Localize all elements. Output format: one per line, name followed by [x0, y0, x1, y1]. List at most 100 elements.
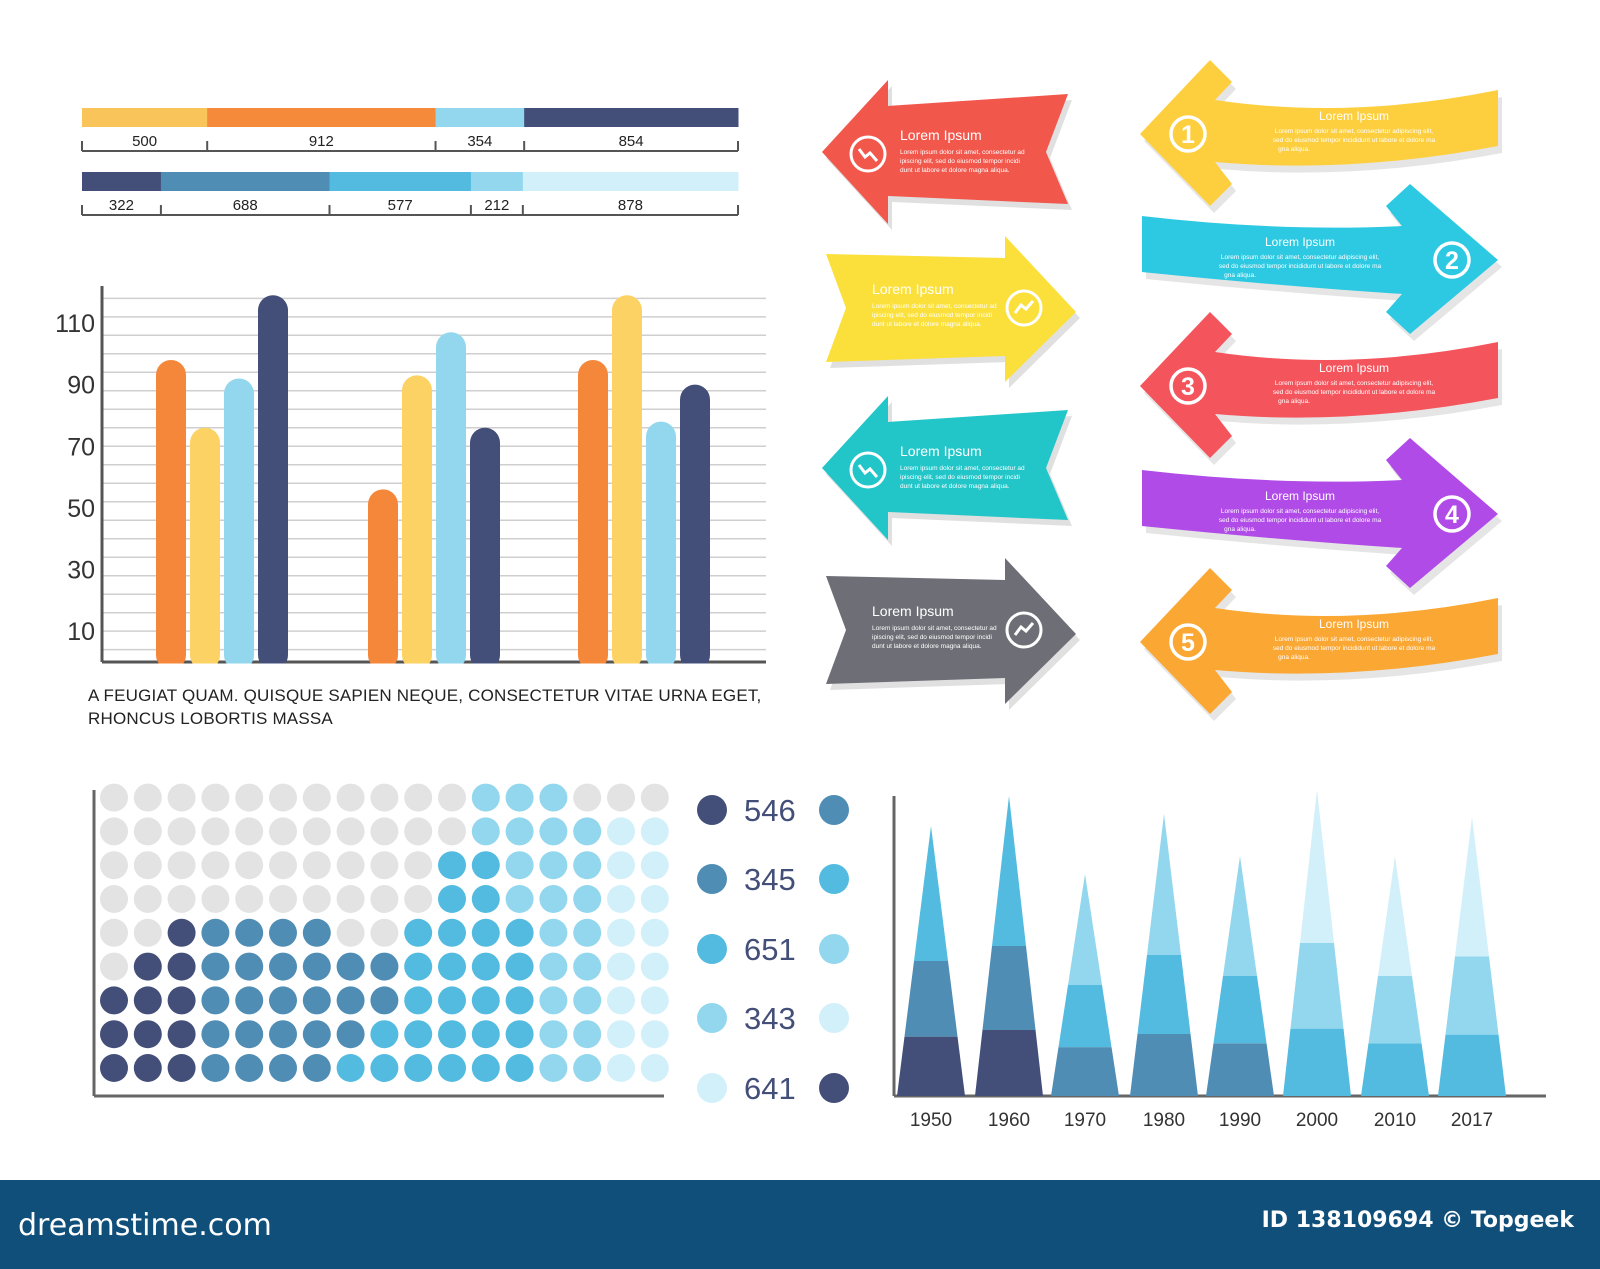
dot — [539, 783, 568, 812]
dot — [201, 783, 230, 812]
dot — [573, 817, 602, 846]
dot — [235, 918, 264, 947]
stacked-bar-segment — [470, 172, 524, 191]
dot — [336, 918, 365, 947]
icon-ring — [1005, 611, 1043, 649]
arrow-title: Lorem Ipsum — [1265, 235, 1335, 249]
dot — [438, 817, 466, 846]
arrow-column-right: 1 Lorem Ipsum Lorem ipsum dolor sit amet, … — [1140, 60, 1502, 721]
dot — [539, 885, 568, 913]
number-ring — [1169, 367, 1207, 405]
dot — [269, 885, 297, 913]
y-tick-label: 90 — [67, 372, 95, 400]
dot — [201, 986, 230, 1015]
arrow-banner-1: Lorem Ipsum Lorem ipsum dolor sit amet, c… — [822, 80, 1072, 230]
dot — [539, 918, 568, 947]
dot — [607, 952, 635, 981]
dot — [505, 918, 534, 947]
stacked-bar-value-label: 878 — [618, 197, 643, 214]
triangle-band — [1438, 1034, 1506, 1096]
stacked-bar-segment — [82, 108, 208, 127]
arrow-number: 3 — [1181, 373, 1195, 401]
arrow-body-line: Lorem ipsum dolor sit amet, consectetur … — [872, 625, 997, 632]
arrow-title: Lorem Ipsum — [1265, 489, 1335, 503]
bar — [368, 489, 398, 670]
arrow-title: Lorem Ipsum — [1319, 109, 1389, 123]
dot — [269, 817, 297, 846]
arrow-title: Lorem Ipsum — [1319, 361, 1389, 375]
dot — [133, 783, 162, 812]
triangle-2000: 2000 — [1283, 790, 1351, 1131]
arrow-body-line: dunt ut labore et dolore magna aliqua. — [872, 321, 982, 328]
legend-dot — [697, 795, 727, 825]
dot — [302, 1020, 331, 1049]
dot — [133, 1020, 162, 1049]
arrow-title: Lorem Ipsum — [872, 281, 954, 297]
legend-value: 345 — [744, 862, 796, 897]
dot — [302, 986, 331, 1015]
dot — [201, 918, 230, 947]
triangle-band — [1300, 790, 1334, 943]
grouped-bar-chart: 10 30 50 70 90 110 — [55, 286, 768, 676]
triangle-band — [1068, 874, 1102, 985]
number-ring — [1169, 623, 1207, 661]
arrow-shape — [1142, 184, 1498, 334]
axis-mask — [104, 663, 768, 676]
dot — [607, 986, 635, 1015]
arrow-body-line: Lorem ipsum dolor sit amet, consectetur … — [1275, 636, 1433, 643]
dot — [471, 851, 500, 880]
numbered-arrow-4: 4 Lorem Ipsum Lorem ipsum dolor sit amet, … — [1142, 438, 1502, 595]
dot — [235, 783, 264, 812]
dot — [640, 1020, 669, 1049]
icon-ring — [849, 451, 887, 489]
dot — [235, 1054, 264, 1082]
triangle-band — [1455, 817, 1489, 957]
arrow-column-left: Lorem Ipsum Lorem ipsum dolor sit amet, c… — [822, 80, 1080, 710]
dot — [573, 885, 602, 913]
dot — [438, 918, 466, 947]
triangle-band — [1137, 955, 1191, 1034]
stacked-bar-value-label: 500 — [132, 133, 157, 150]
triangle-2017: 2017 — [1438, 817, 1506, 1131]
arrow-body-line: Lorem ipsum dolor sit amet, consectetur … — [1221, 508, 1379, 515]
arrow-body-line: ipiscing elit, sed do eiusmod tempor inc… — [900, 158, 1020, 165]
dot — [573, 851, 602, 880]
dot — [505, 1054, 534, 1082]
x-tick-label: 1980 — [1143, 1110, 1185, 1131]
arrow-title: Lorem Ipsum — [900, 443, 982, 459]
dot — [100, 952, 128, 981]
dot — [201, 1054, 230, 1082]
triangle-band — [914, 826, 948, 961]
y-tick-label: 110 — [55, 310, 95, 338]
triangle-band — [982, 946, 1036, 1030]
legend-row: 546 — [697, 793, 849, 828]
dot — [201, 952, 230, 981]
arrow-body-line: sed do eiusmod tempor incididunt ut labo… — [1219, 517, 1382, 524]
arrow-title: Lorem Ipsum — [1319, 617, 1389, 631]
legend-dot — [819, 864, 849, 894]
legend-dot — [819, 934, 849, 964]
x-tick-label: 2017 — [1451, 1110, 1493, 1131]
dot — [133, 986, 162, 1015]
dot — [133, 952, 162, 981]
arrow-body-line: gna aliqua. — [1224, 526, 1256, 533]
x-tick-label: 1970 — [1064, 1110, 1106, 1131]
arrow-body-line: sed do eiusmod tempor incididunt ut labo… — [1273, 389, 1436, 396]
dot — [302, 851, 331, 880]
dot — [404, 952, 433, 981]
numbered-arrow-5: 5 Lorem Ipsum Lorem ipsum dolor sit amet, … — [1140, 568, 1502, 721]
dot — [167, 1020, 196, 1049]
dot — [438, 952, 466, 981]
dot — [370, 885, 399, 913]
dot — [471, 952, 500, 981]
legend-dot — [697, 1003, 727, 1033]
dot — [573, 783, 602, 812]
dot — [607, 851, 635, 880]
stacked-bar-value-label: 322 — [109, 197, 134, 214]
arrow-banner-2: Lorem Ipsum Lorem ipsum dolor sit amet, c… — [826, 236, 1080, 388]
number-ring — [1433, 495, 1471, 533]
footer-logo[interactable]: dreamstime.com — [18, 1208, 272, 1243]
triangle-band — [1058, 985, 1112, 1048]
dot — [505, 1020, 534, 1049]
triangle-band — [1206, 1043, 1274, 1096]
